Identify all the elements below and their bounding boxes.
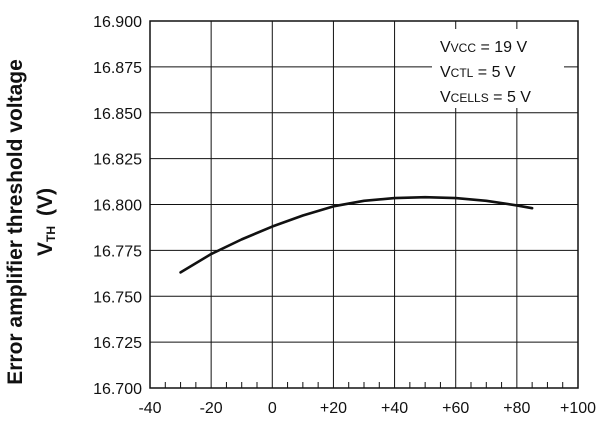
x-tick-label: +80 [503,400,530,417]
x-tick-label: +60 [442,400,469,417]
annotation-text: VVCC = 19 V [440,39,527,56]
y-tick-label: 16.850 [93,106,142,123]
annotation-value: = 5 V [489,89,532,106]
x-tick-label: +40 [381,400,408,417]
y-axis-label: Error amplifier threshold voltage [4,59,27,385]
x-tick-label: 0 [268,400,277,417]
annotation-subscript: CELLS [451,91,489,105]
x-tick-label: +20 [320,400,347,417]
plot-frame [149,20,579,389]
x-tick-label: -40 [138,400,161,417]
y-tick-label: 16.875 [93,60,142,77]
y-axis-symbol-main: V [34,242,57,256]
annotation-main: V [440,64,451,81]
series-line [179,195,534,274]
x-tick-label: +100 [560,400,596,417]
annotation-subscript: CTL [451,66,474,80]
y-tick-label: 16.750 [93,289,142,306]
y-tick-label: 16.800 [93,198,142,215]
annotation-text: VCTL = 5 V [440,64,516,81]
y-axis-symbol-subscript: TH [44,226,58,242]
y-tick-label: 16.775 [93,243,142,260]
y-tick-label: 16.700 [93,381,142,398]
y-axis-symbol-group: VTH (V) [34,188,58,256]
annotation-main: V [440,89,451,106]
y-axis-symbol: VTH (V) [34,188,58,256]
annotation-subscript: VCC [451,41,477,55]
y-tick-label: 16.900 [93,14,142,31]
legend-background [432,29,564,108]
x-tick-label: -20 [200,400,223,417]
y-tick-label: 16.725 [93,335,142,352]
annotation-main: V [440,39,451,56]
y-axis-label-group: Error amplifier threshold voltage [4,59,27,385]
minor-ticks [164,382,564,388]
annotation-value: = 5 V [473,64,516,81]
annotation-text: VCELLS = 5 V [440,89,531,106]
x-tick-labels: -40 -20 0 +20 +40 +60 +80 +100 [138,400,596,417]
y-axis-unit: (V) [34,188,57,216]
y-tick-labels: 16.700 16.725 16.750 16.775 16.800 16.825 16.8… [93,14,142,398]
y-tick-label: 16.825 [93,152,142,169]
annotation-value: = 19 V [476,39,527,56]
series-layer [179,195,534,274]
